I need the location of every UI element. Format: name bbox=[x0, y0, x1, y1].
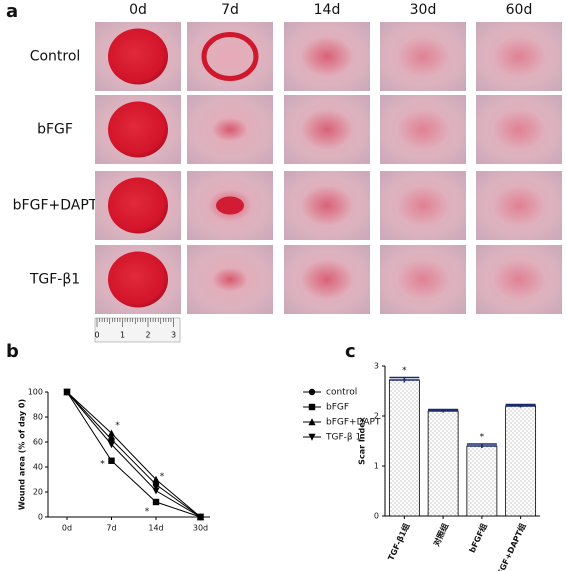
column-header: 30d bbox=[410, 2, 437, 18]
scar bbox=[301, 109, 353, 150]
scar bbox=[493, 109, 545, 150]
marker bbox=[152, 475, 160, 483]
ruler-label: 2 bbox=[145, 331, 150, 340]
row-label: TGF-β1 bbox=[29, 272, 80, 288]
wound bbox=[201, 32, 259, 81]
panel-label: a bbox=[6, 1, 18, 22]
marker bbox=[108, 436, 115, 443]
y-tick-label: 1 bbox=[374, 462, 379, 471]
scar bbox=[397, 109, 449, 150]
marker bbox=[308, 418, 316, 426]
y-axis-title: Wound area (% of day 0) bbox=[18, 399, 27, 510]
error-bar bbox=[389, 376, 420, 383]
panel-label: c bbox=[345, 341, 356, 362]
annotation: * bbox=[145, 507, 150, 517]
panel-label: b bbox=[6, 341, 19, 362]
marker bbox=[308, 433, 316, 441]
bar bbox=[505, 405, 537, 517]
scar bbox=[301, 185, 353, 226]
y-tick-label: 0 bbox=[374, 512, 379, 521]
wound bbox=[216, 196, 244, 215]
scar bbox=[493, 259, 545, 300]
scar bbox=[397, 185, 449, 226]
scar bbox=[301, 36, 353, 77]
x-tick-label: 对照组 bbox=[431, 522, 450, 548]
marker bbox=[308, 403, 316, 411]
wound bbox=[108, 101, 168, 158]
error-bar bbox=[505, 403, 536, 408]
column-header: 14d bbox=[314, 2, 341, 18]
y-tick-label: 60 bbox=[33, 438, 43, 447]
legend-label: bFGF bbox=[326, 403, 349, 413]
column-header: 7d bbox=[221, 2, 239, 18]
annotation: * bbox=[402, 366, 407, 376]
y-axis-title: Scar Index bbox=[358, 416, 367, 464]
marker bbox=[308, 388, 316, 396]
series-line bbox=[66, 391, 201, 518]
ruler-label: 1 bbox=[120, 331, 125, 340]
y-tick-label: 2 bbox=[374, 412, 379, 421]
legend-label: bFGF+DAPT bbox=[326, 418, 381, 428]
series-line bbox=[66, 391, 201, 518]
y-tick-label: 0 bbox=[38, 513, 43, 522]
annotation: * bbox=[480, 433, 485, 443]
scar bbox=[493, 185, 545, 226]
row-label: Control bbox=[30, 49, 81, 65]
scar bbox=[493, 36, 545, 77]
bar bbox=[427, 410, 459, 517]
series-line bbox=[66, 391, 201, 518]
series-line bbox=[66, 391, 201, 518]
annotation: * bbox=[115, 421, 120, 431]
ruler: 0 1 2 3 bbox=[94, 317, 181, 343]
y-tick-label: 20 bbox=[33, 488, 43, 497]
legend-label: TGF-β 1 bbox=[325, 433, 361, 443]
marker bbox=[108, 457, 115, 464]
bar bbox=[388, 379, 420, 517]
y-tick-label: 3 bbox=[374, 362, 379, 371]
wound bbox=[212, 117, 248, 142]
wound bbox=[108, 28, 168, 85]
marker bbox=[107, 429, 116, 437]
marker bbox=[152, 498, 160, 506]
scar bbox=[301, 259, 353, 300]
annotation: * bbox=[100, 460, 105, 470]
y-tick-label: 80 bbox=[33, 413, 43, 422]
x-tick-label: 7d bbox=[106, 524, 116, 533]
scar bbox=[397, 259, 449, 300]
y-tick-label: 40 bbox=[33, 463, 43, 472]
wound bbox=[212, 267, 248, 292]
bar bbox=[466, 445, 498, 517]
marker bbox=[196, 513, 205, 521]
x-tick-label: bFGF组 bbox=[467, 522, 489, 555]
ruler-label: 0 bbox=[94, 331, 99, 340]
legend-label: control bbox=[326, 388, 357, 398]
ruler-label: 3 bbox=[171, 331, 176, 340]
column-header: 0d bbox=[129, 2, 147, 18]
error-bar bbox=[466, 443, 497, 448]
error-bar bbox=[428, 408, 459, 413]
column-header: 60d bbox=[506, 2, 533, 18]
wound bbox=[108, 251, 168, 308]
marker bbox=[152, 487, 160, 495]
x-tick-label: 0d bbox=[62, 524, 72, 533]
row-label: bFGF bbox=[37, 122, 73, 138]
annotation: * bbox=[160, 472, 165, 482]
scar bbox=[397, 36, 449, 77]
wound bbox=[108, 177, 168, 234]
x-tick-label: 30d bbox=[193, 524, 208, 533]
x-tick-label: 14d bbox=[148, 524, 163, 533]
row-label: bFGF+DAPT bbox=[13, 198, 98, 214]
y-tick-label: 100 bbox=[28, 388, 43, 397]
marker bbox=[152, 481, 160, 488]
marker bbox=[63, 388, 71, 396]
x-tick-label: bFGF+DAPT组 bbox=[492, 522, 527, 571]
marker bbox=[107, 441, 116, 449]
x-tick-label: TGF-β1组 bbox=[386, 522, 412, 562]
